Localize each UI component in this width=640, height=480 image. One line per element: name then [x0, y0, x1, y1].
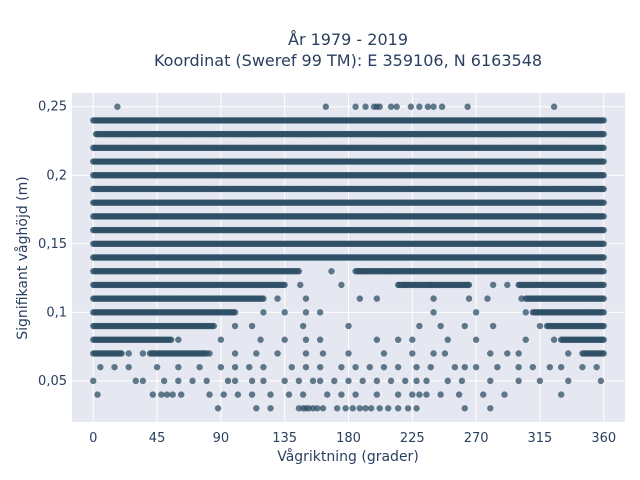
data-point — [600, 281, 607, 289]
data-point — [210, 322, 217, 330]
data-point — [600, 295, 607, 302]
data-point — [600, 144, 607, 152]
data-points — [90, 103, 607, 412]
data-point — [600, 240, 607, 247]
data-point — [600, 268, 607, 275]
data-point — [281, 281, 288, 289]
data-point — [600, 226, 607, 234]
data-point — [600, 213, 607, 220]
data-point — [600, 130, 607, 138]
data-point — [231, 309, 239, 316]
data-point — [600, 254, 607, 261]
data-point — [600, 309, 607, 316]
data-point — [600, 185, 607, 193]
data-point — [600, 172, 607, 179]
data-point — [260, 295, 267, 302]
data-point — [600, 199, 607, 206]
data-point — [295, 268, 303, 275]
data-point — [600, 158, 607, 165]
data-point — [600, 117, 607, 124]
